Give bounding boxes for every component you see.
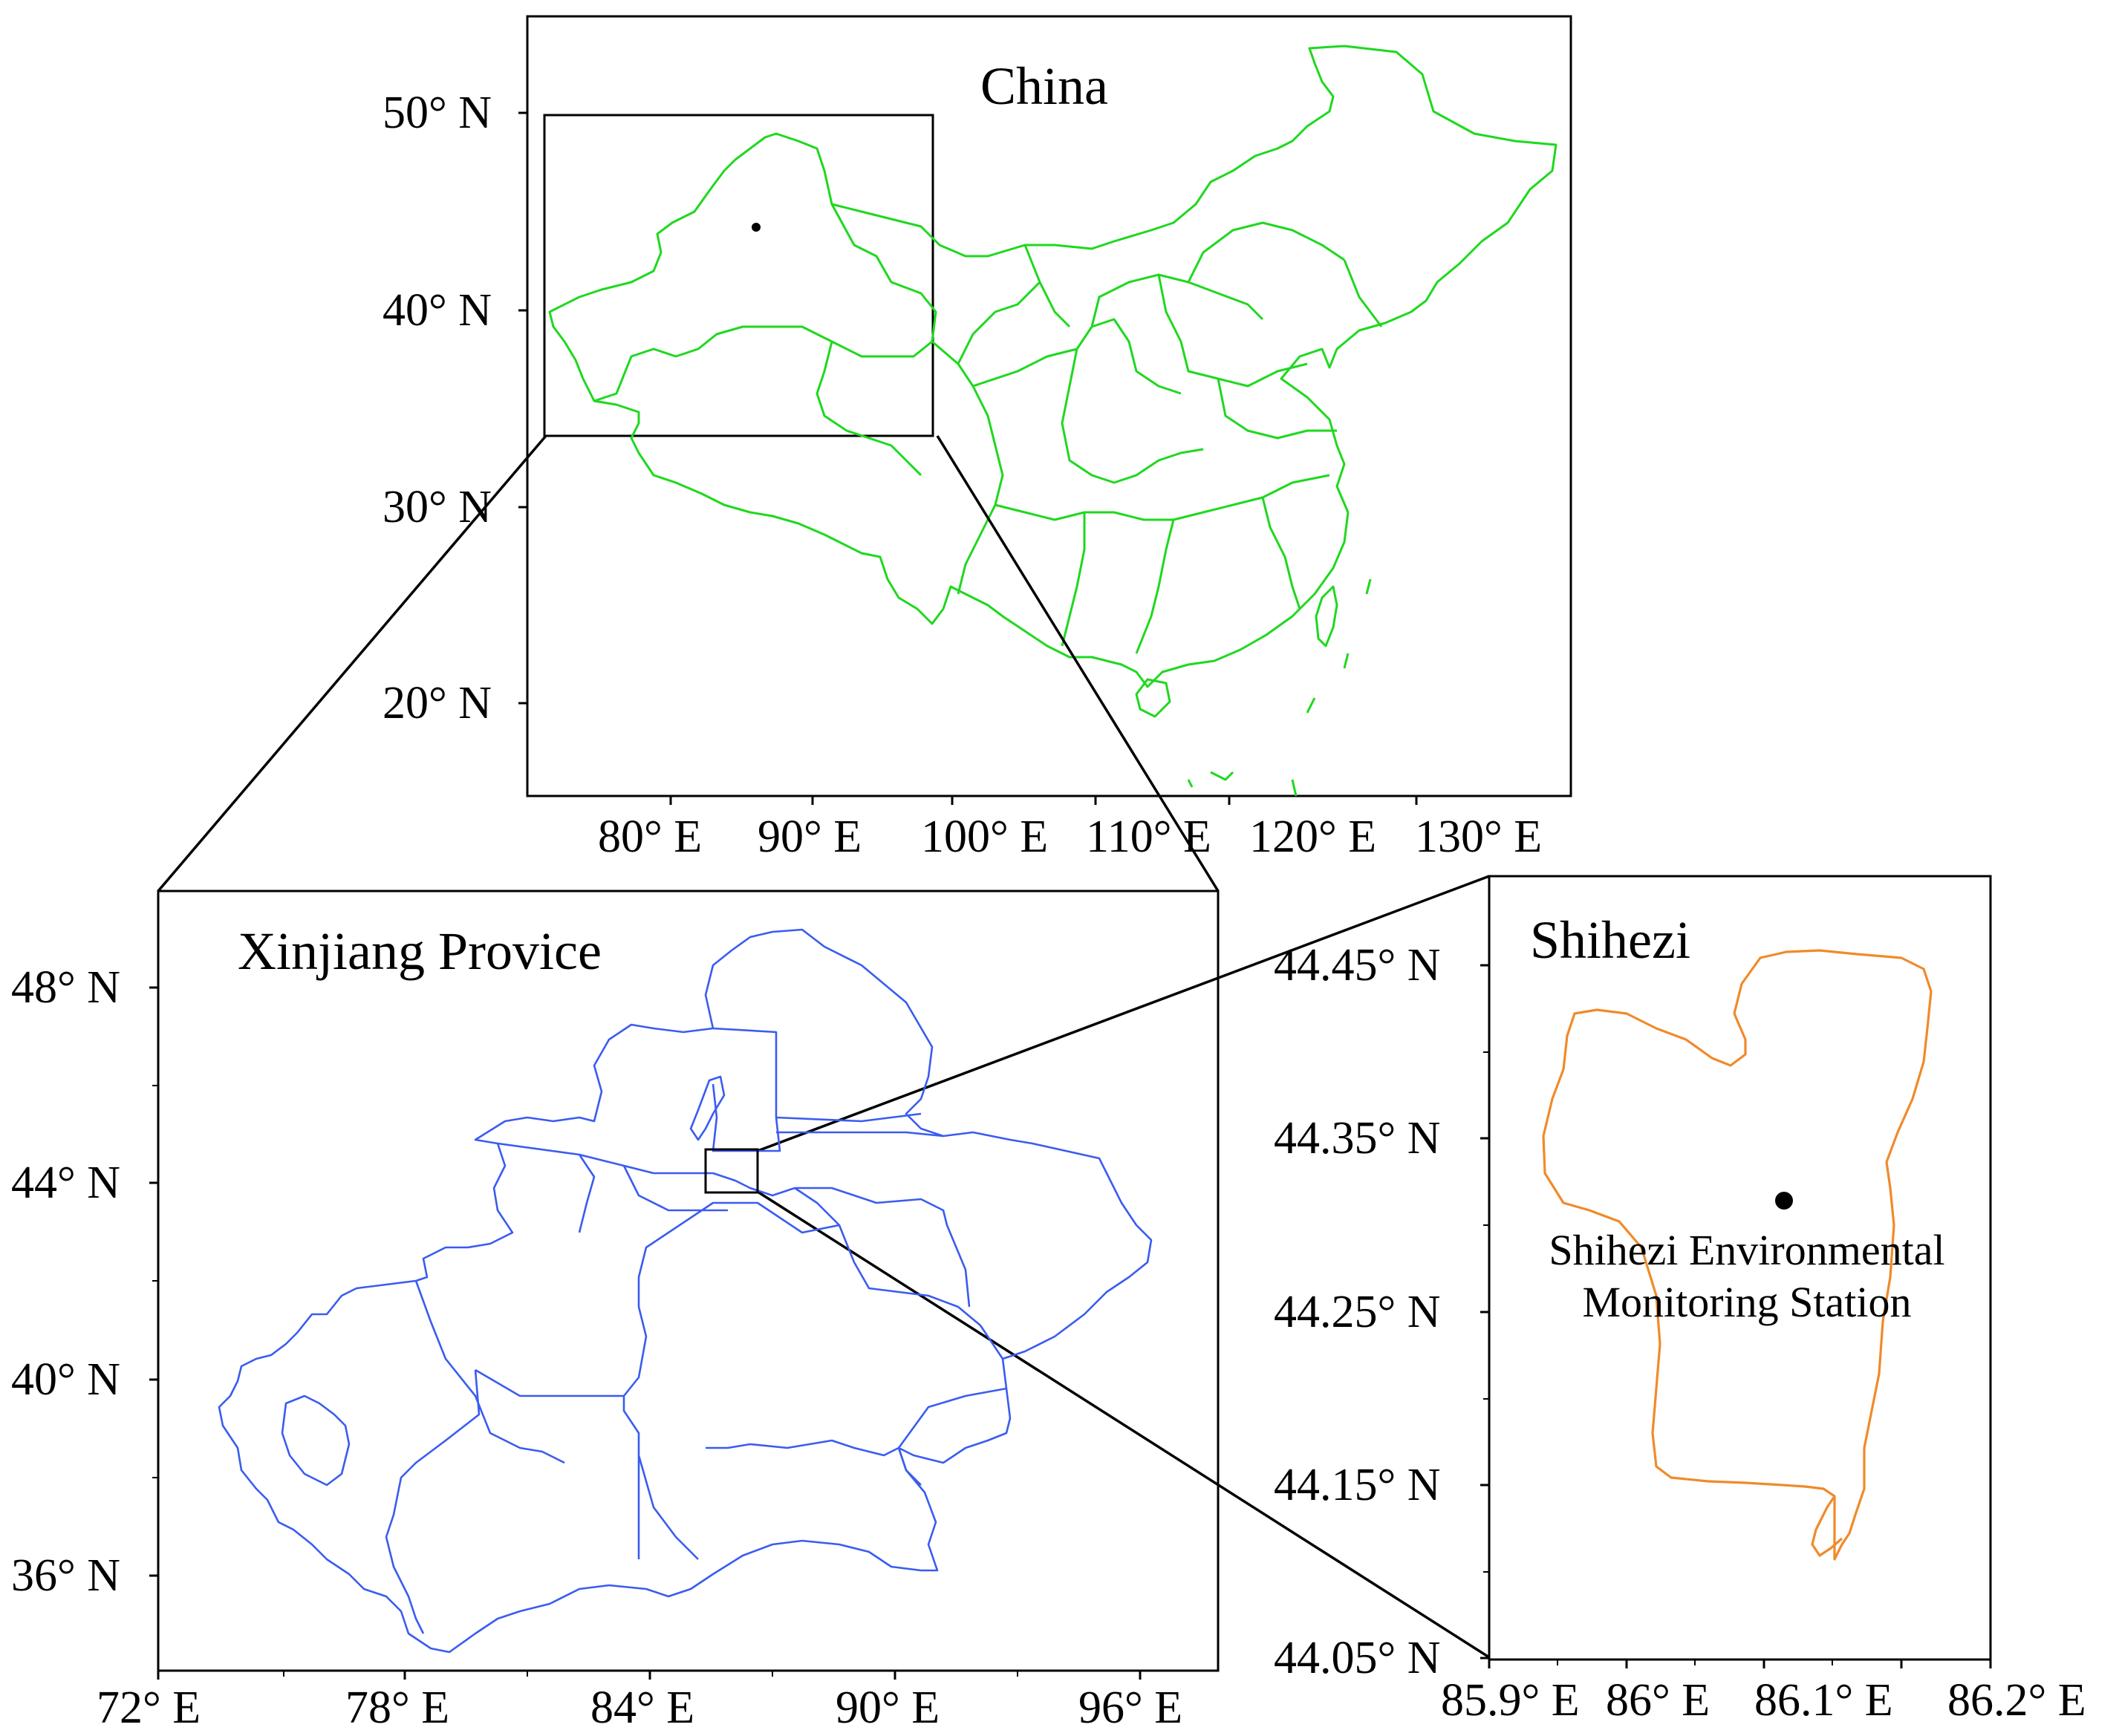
china-to-xinjiang-right <box>936 435 1220 892</box>
south-china-sea-dashes <box>1187 578 1372 797</box>
zoom-connector-lines <box>157 434 1490 1659</box>
xinjiang-lat-tick-label: 36° N <box>11 1550 120 1601</box>
xinjiang-prefecture-lines <box>385 1027 1007 1634</box>
xinjiang-lon-tick-label: 90° E <box>836 1683 940 1733</box>
xinjiang-border <box>218 928 1153 1654</box>
hainan-island <box>1135 678 1171 718</box>
shihezi-boundary <box>1542 949 1933 1561</box>
china-lon-tick-label: 100° E <box>921 812 1048 862</box>
station-label-line1: Shihezi Environmental <box>1549 1226 1944 1274</box>
monitoring-station-marker <box>1775 1192 1793 1210</box>
china-map-title: China <box>980 56 1108 116</box>
china-lon-tick-label: 80° E <box>598 812 702 862</box>
china-province-lines <box>593 203 1383 654</box>
china-lon-tick-label: 120° E <box>1249 812 1376 862</box>
shihezi-lat-axis: 44.45° N 44.35° N 44.25° N 44.15° N 44.0… <box>1274 940 1489 1683</box>
shihezi-lat-tick-label: 44.45° N <box>1274 940 1441 991</box>
shihezi-lat-tick-label: 44.15° N <box>1274 1460 1441 1510</box>
xinjiang-to-shihezi-top <box>757 875 1490 1152</box>
china-lat-tick-label: 50° N <box>383 88 492 138</box>
xinjiang-lat-axis: 48° N 44° N 40° N 36° N <box>11 962 158 1601</box>
china-lon-axis: 80° E 90° E 100° E 110° E 120° E 130° E <box>598 796 1542 862</box>
shihezi-lon-axis: 85.9° E 86° E 86.1° E 86.2° E <box>1441 1660 2086 1726</box>
xinjiang-lon-tick-label: 78° E <box>345 1683 449 1733</box>
shihezi-lat-tick-label: 44.25° N <box>1274 1287 1441 1337</box>
xinjiang-lon-tick-label: 84° E <box>590 1683 694 1733</box>
china-lat-tick-label: 40° N <box>383 285 492 336</box>
shihezi-boundary-tail <box>1811 1495 1843 1557</box>
xinjiang-map-panel: Xinjiang Provice 48° N 44° N 40° N 36° N <box>11 890 1220 1733</box>
shihezi-lat-tick-label: 44.05° N <box>1274 1633 1441 1683</box>
xinjiang-inner-loop <box>281 1394 351 1487</box>
china-to-xinjiang-left <box>157 434 547 893</box>
xinjiang-lon-axis: 72° E 78° E 84° E 90° E 96° E <box>97 1671 1182 1733</box>
shihezi-map-title: Shihezi <box>1530 910 1690 970</box>
xinjiang-lon-tick-label: 72° E <box>97 1683 201 1733</box>
china-lat-tick-label: 20° N <box>383 678 492 728</box>
xinjiang-to-shihezi-bottom <box>757 1190 1490 1659</box>
china-lon-tick-label: 130° E <box>1415 812 1542 862</box>
shihezi-location-dot <box>752 223 761 232</box>
shihezi-lat-tick-label: 44.35° N <box>1274 1113 1441 1164</box>
xinjiang-lake-outline <box>689 1075 726 1141</box>
shihezi-inset-box <box>704 1148 759 1194</box>
xinjiang-lat-tick-label: 48° N <box>11 962 120 1013</box>
china-map-frame <box>526 15 1572 797</box>
xinjiang-lat-tick-label: 40° N <box>11 1354 120 1405</box>
china-lat-axis: 50° N 40° N 30° N 20° N <box>383 88 527 728</box>
shihezi-lon-tick-label: 85.9° E <box>1441 1675 1580 1726</box>
xinjiang-inset-box <box>543 114 934 437</box>
taiwan-island <box>1315 585 1338 647</box>
china-map-panel: China 50° N 40° N 30° N 20° N 80° E 90° … <box>383 15 1572 862</box>
xinjiang-lon-tick-label: 96° E <box>1078 1683 1182 1733</box>
china-lat-tick-label: 30° N <box>383 482 492 532</box>
shihezi-map-panel: Shihezi Shihezi Environmental Monitoring… <box>1274 875 2086 1726</box>
shihezi-map-frame <box>1488 875 1992 1661</box>
shihezi-lon-tick-label: 86° E <box>1606 1675 1710 1726</box>
xinjiang-map-frame <box>157 890 1220 1672</box>
china-border <box>548 45 1557 688</box>
station-label-line2: Monitoring Station <box>1582 1278 1911 1326</box>
china-lon-tick-label: 90° E <box>758 812 862 862</box>
shihezi-lon-tick-label: 86.2° E <box>1947 1675 2086 1726</box>
shihezi-lon-tick-label: 86.1° E <box>1754 1675 1893 1726</box>
xinjiang-map-title: Xinjiang Provice <box>238 921 602 981</box>
china-lon-tick-label: 110° E <box>1086 812 1211 862</box>
xinjiang-lat-tick-label: 44° N <box>11 1158 120 1208</box>
